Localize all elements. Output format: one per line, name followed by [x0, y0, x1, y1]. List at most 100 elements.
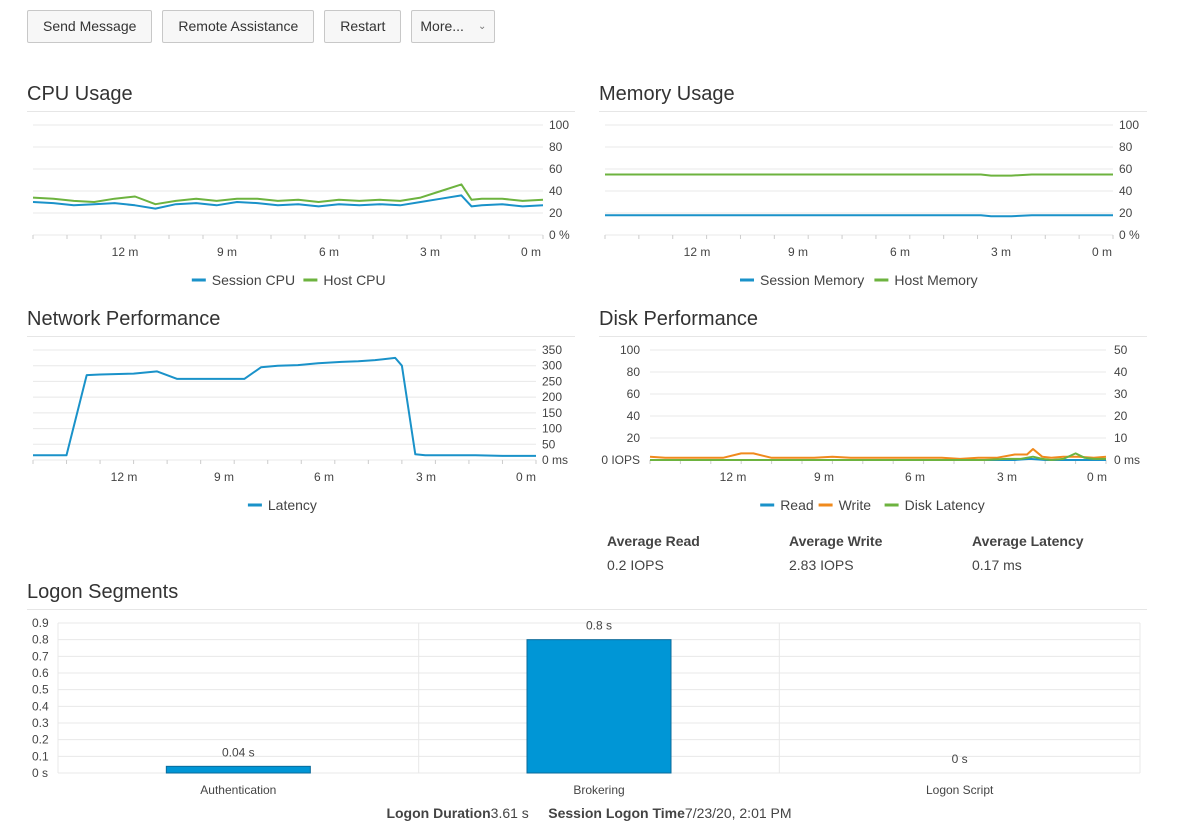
- memory-legend-label: Session Memory: [760, 272, 864, 288]
- cpu-legend-label: Host CPU: [323, 272, 385, 288]
- cpu-series-session-cpu: [32, 194, 544, 210]
- disk-y-tick-label: 80: [627, 365, 641, 379]
- logon-y-tick-label: 0.3: [32, 716, 49, 730]
- disk-y-tick-label: 60: [627, 387, 641, 401]
- network-y-tick-label: 0 ms: [542, 453, 568, 467]
- average-write-value: 2.83 IOPS: [789, 557, 854, 573]
- network-x-tick-label: 9 m: [214, 470, 234, 484]
- average-write-label: Average Write: [789, 533, 883, 549]
- network-x-tick-label: 0 m: [516, 470, 536, 484]
- disk-legend-label: Write: [839, 497, 872, 513]
- disk-y2-tick-label: 40: [1114, 365, 1128, 379]
- network-x-tick-label: 3 m: [416, 470, 436, 484]
- memory-y-tick-label: 80: [1119, 140, 1133, 154]
- memory-series-host-memory: [605, 173, 1113, 177]
- disk-performance-title: Disk Performance: [599, 308, 758, 330]
- logon-data-label: 0 s: [952, 752, 968, 766]
- disk-legend-label: Disk Latency: [905, 497, 985, 513]
- toolbar: Send Message Remote Assistance Restart M…: [27, 10, 496, 43]
- cpu-y-tick-label: 20: [549, 206, 563, 220]
- memory-y-tick-label: 40: [1119, 184, 1133, 198]
- disk-legend-label: Read: [780, 497, 813, 513]
- cpu-y-tick-label: 0 %: [549, 228, 570, 242]
- network-performance-title: Network Performance: [27, 308, 221, 330]
- logon-category-label: Logon Script: [926, 783, 994, 797]
- session-logon-time-value: 7/23/20, 2:01 PM: [684, 805, 792, 821]
- session-logon-time-label: Session Logon Time: [548, 805, 685, 821]
- disk-y2-tick-label: 10: [1114, 431, 1128, 445]
- logon-summary: Logon Duration3.61 s Session Logon Time7…: [0, 805, 1178, 821]
- average-latency-value: 0.17 ms: [972, 557, 1022, 573]
- disk-y-tick-label: 20: [627, 431, 641, 445]
- disk-y-tick-label: 0 IOPS: [601, 453, 640, 467]
- disk-y2-tick-label: 30: [1114, 387, 1128, 401]
- memory-x-tick-label: 9 m: [788, 245, 808, 259]
- more-dropdown[interactable]: More... ⌄: [411, 10, 496, 43]
- memory-x-tick-label: 12 m: [684, 245, 711, 259]
- memory-x-tick-label: 6 m: [890, 245, 910, 259]
- disk-x-tick-label: 12 m: [720, 470, 747, 484]
- cpu-title-divider: [27, 111, 575, 112]
- logon-category-label: Authentication: [200, 783, 276, 797]
- memory-y-tick-label: 0 %: [1119, 228, 1140, 242]
- disk-y-tick-label: 40: [627, 409, 641, 423]
- logon-y-tick-label: 0.4: [32, 699, 49, 713]
- network-y-tick-label: 200: [542, 390, 562, 404]
- memory-y-tick-label: 20: [1119, 206, 1133, 220]
- network-x-tick-label: 6 m: [314, 470, 334, 484]
- memory-y-tick-label: 100: [1119, 118, 1139, 132]
- average-read-label: Average Read: [607, 533, 700, 549]
- disk-series-disk-latency: [650, 452, 1106, 461]
- network-title-divider: [27, 336, 575, 337]
- memory-x-tick-label: 0 m: [1092, 245, 1112, 259]
- logon-y-tick-label: 0.6: [32, 666, 49, 680]
- disk-x-tick-label: 6 m: [905, 470, 925, 484]
- chevron-down-icon: ⌄: [477, 21, 487, 32]
- disk-y2-tick-label: 50: [1114, 343, 1128, 357]
- logon-y-tick-label: 0.1: [32, 749, 49, 763]
- cpu-x-tick-label: 9 m: [217, 245, 237, 259]
- memory-usage-title: Memory Usage: [599, 83, 735, 105]
- remote-assistance-button[interactable]: Remote Assistance: [162, 10, 315, 43]
- logon-segments-title: Logon Segments: [27, 581, 179, 603]
- network-y-tick-label: 150: [542, 406, 562, 420]
- memory-title-divider: [599, 111, 1147, 112]
- cpu-x-tick-label: 6 m: [319, 245, 339, 259]
- more-label: More...: [420, 18, 464, 34]
- logon-duration-value: 3.61 s: [490, 805, 529, 821]
- logon-y-tick-label: 0.5: [32, 683, 49, 697]
- average-latency-label: Average Latency: [972, 533, 1084, 549]
- network-y-tick-label: 100: [542, 422, 562, 436]
- cpu-y-tick-label: 40: [549, 184, 563, 198]
- logon-bar-brokering: [526, 639, 672, 774]
- cpu-x-tick-label: 3 m: [420, 245, 440, 259]
- cpu-y-tick-label: 80: [549, 140, 563, 154]
- send-message-button[interactable]: Send Message: [27, 10, 153, 43]
- logon-y-tick-label: 0.2: [32, 733, 49, 747]
- network-x-tick-label: 12 m: [111, 470, 138, 484]
- memory-y-tick-label: 60: [1119, 162, 1133, 176]
- cpu-y-tick-label: 100: [549, 118, 569, 132]
- memory-series-session-memory: [605, 214, 1113, 218]
- cpu-x-tick-label: 12 m: [112, 245, 139, 259]
- logon-category-label: Brokering: [573, 783, 624, 797]
- cpu-usage-title: CPU Usage: [27, 83, 133, 105]
- disk-series-write: [649, 448, 1107, 460]
- network-y-tick-label: 250: [542, 374, 562, 388]
- logon-y-tick-label: 0.8: [32, 633, 49, 647]
- logon-bar-authentication: [165, 765, 311, 774]
- cpu-y-tick-label: 60: [549, 162, 563, 176]
- network-series-latency: [33, 356, 536, 457]
- average-read-value: 0.2 IOPS: [607, 557, 664, 573]
- restart-button[interactable]: Restart: [324, 10, 402, 43]
- memory-legend-label: Host Memory: [894, 272, 977, 288]
- logon-y-tick-label: 0.9: [32, 616, 49, 630]
- disk-x-tick-label: 3 m: [997, 470, 1017, 484]
- disk-title-divider: [599, 336, 1147, 337]
- logon-y-tick-label: 0 s: [32, 766, 48, 780]
- memory-x-tick-label: 3 m: [991, 245, 1011, 259]
- network-legend-label: Latency: [268, 497, 317, 513]
- logon-duration-label: Logon Duration: [386, 805, 491, 821]
- disk-y2-tick-label: 20: [1114, 409, 1128, 423]
